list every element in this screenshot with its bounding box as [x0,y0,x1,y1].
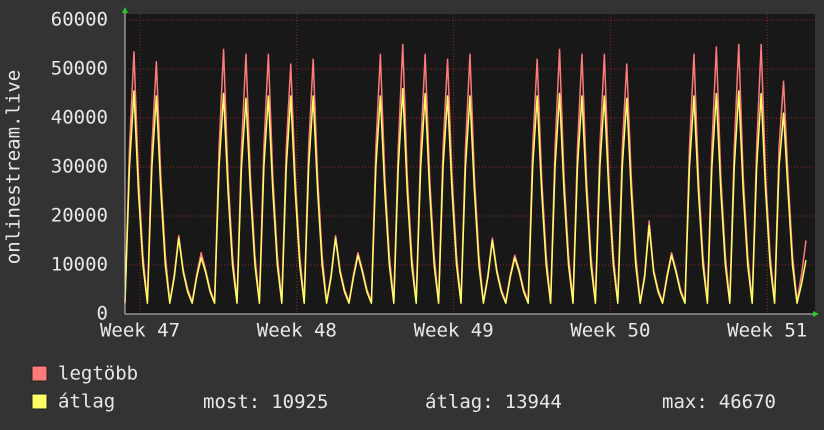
y-tick-label: 10000 [51,254,108,276]
legend-swatch [31,365,48,382]
stat: átlag: 13944 [425,391,562,413]
series-line [124,87,807,304]
y-tick-label: 30000 [51,156,108,178]
legend: legtöbb átlag most: 10925 átlag: 13944 max: 466… [31,363,776,413]
x-tick-label: Week 48 [257,320,337,342]
axis-arrow [122,7,128,13]
stat: most: 10925 [203,391,328,413]
y-tick-label: 60000 [51,9,108,31]
y-tick-label: 50000 [51,58,108,80]
y-axis-label: onlinestream.live [3,70,25,264]
x-tick-label: Week 49 [414,320,494,342]
y-tick-label: 40000 [51,107,108,129]
y-tick-label: 0 [97,303,108,325]
legend-label: legtöbb [58,363,138,385]
axis-arrow [813,311,819,317]
x-tick-label: Week 51 [727,320,807,342]
stat-value: 10925 [271,391,328,413]
legend-label: átlag [58,391,115,413]
lines [124,43,807,304]
stat-value: 13944 [505,391,562,413]
stat-label: most: [203,391,260,413]
legend-swatch [31,393,48,410]
x-tick-label: Week 47 [100,320,180,342]
stat-label: átlag: [425,391,494,413]
stat: max: 46670 [662,391,776,413]
stat-label: max: [662,391,708,413]
y-tick-label: 20000 [51,205,108,227]
x-tick-label: Week 50 [570,320,650,342]
stat-value: 46670 [719,391,776,413]
